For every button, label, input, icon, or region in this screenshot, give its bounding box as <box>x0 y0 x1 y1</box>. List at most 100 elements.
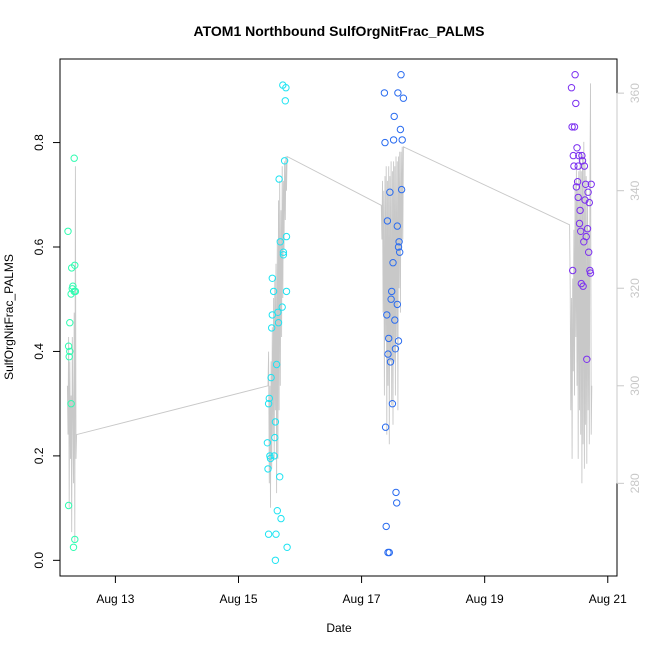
data-point <box>388 287 396 296</box>
data-point <box>64 342 73 350</box>
y-axis: 0.0 0.2 0.4 0.6 0.8 <box>32 134 61 569</box>
x-tick-label: Aug 13 <box>96 592 134 606</box>
data-point <box>69 543 78 551</box>
right-tick-label: 300 <box>628 375 642 395</box>
data-point <box>397 185 406 194</box>
data-point <box>263 439 272 447</box>
y-tick-label: 0.6 <box>32 238 46 255</box>
data-point <box>584 188 592 196</box>
data-point <box>573 144 581 152</box>
data-point <box>381 423 390 431</box>
data-point <box>281 97 289 105</box>
data-point <box>382 522 390 531</box>
scatter-series-1 <box>64 154 80 551</box>
data-point <box>572 99 580 108</box>
data-point <box>278 303 286 311</box>
data-point <box>587 180 595 189</box>
plot-area <box>59 58 618 577</box>
data-point <box>71 287 80 296</box>
data-point <box>65 353 73 361</box>
data-point <box>568 123 576 131</box>
data-point <box>71 535 79 544</box>
data-point <box>272 530 280 538</box>
data-point <box>571 71 579 79</box>
right-axis: 280 300 320 340 360 <box>616 83 642 493</box>
data-point <box>71 261 79 269</box>
right-tick-label: 320 <box>628 278 642 298</box>
data-point <box>383 311 391 319</box>
scatter-series-2 <box>263 81 291 564</box>
data-point <box>393 300 401 309</box>
data-point <box>393 222 401 230</box>
data-point <box>572 183 581 191</box>
right-tick-label: 360 <box>628 83 642 103</box>
gray-series-line <box>66 83 593 542</box>
x-tick-label: Aug 19 <box>466 592 504 606</box>
scatter-series-4 <box>567 71 595 363</box>
x-tick-label: Aug 15 <box>219 592 257 606</box>
data-point <box>271 433 279 442</box>
data-point <box>392 488 400 497</box>
data-point <box>268 274 276 282</box>
data-point <box>384 548 392 557</box>
data-point <box>264 400 273 408</box>
data-point <box>271 556 280 564</box>
data-point <box>585 198 593 207</box>
data-point <box>282 287 291 296</box>
data-point <box>264 465 272 473</box>
data-point <box>575 219 584 228</box>
data-point <box>383 217 392 225</box>
data-point <box>397 71 405 79</box>
data-point <box>266 454 275 463</box>
data-point <box>276 238 284 246</box>
data-point <box>275 175 283 183</box>
data-point <box>273 507 281 515</box>
chart-title: ATOM1 Northbound SulfOrgNitFrac_PALMS <box>194 23 485 39</box>
right-tick-label: 280 <box>628 473 642 493</box>
data-point <box>573 178 582 186</box>
data-point <box>580 162 589 170</box>
x-tick-label: Aug 21 <box>589 592 627 606</box>
data-point <box>578 151 586 160</box>
data-point <box>390 112 398 121</box>
data-point <box>282 232 291 241</box>
data-point <box>391 316 399 324</box>
data-point <box>386 358 395 366</box>
data-point <box>389 259 397 267</box>
data-point <box>67 400 75 408</box>
data-point <box>569 151 577 160</box>
data-point <box>586 269 595 277</box>
data-point <box>585 248 593 256</box>
right-tick-label: 340 <box>628 180 642 200</box>
data-point <box>570 123 579 131</box>
data-point <box>267 373 275 382</box>
y-tick-label: 0.4 <box>32 343 46 360</box>
data-point <box>272 360 281 369</box>
data-point <box>385 334 393 343</box>
data-point <box>396 125 405 134</box>
data-point <box>569 266 577 275</box>
data-point <box>398 136 406 144</box>
data-point <box>264 530 273 538</box>
data-point <box>396 248 404 256</box>
data-point <box>583 225 592 233</box>
data-point <box>578 157 587 165</box>
data-point <box>280 157 289 165</box>
data-point <box>582 232 590 241</box>
data-point <box>66 319 74 327</box>
data-point <box>577 227 585 236</box>
data-point <box>393 499 401 507</box>
data-point <box>66 347 74 356</box>
data-point <box>283 543 291 551</box>
data-point <box>389 136 398 144</box>
data-point <box>394 337 403 345</box>
data-point <box>274 308 282 316</box>
y-tick-label: 0.0 <box>32 552 46 569</box>
data-point <box>381 138 389 147</box>
data-point <box>279 248 288 256</box>
data-point <box>387 295 395 303</box>
data-point <box>567 84 576 92</box>
y-axis-label: SulfOrgNitFrac_PALMS <box>2 254 16 380</box>
data-point <box>388 400 397 408</box>
data-point <box>391 345 400 353</box>
